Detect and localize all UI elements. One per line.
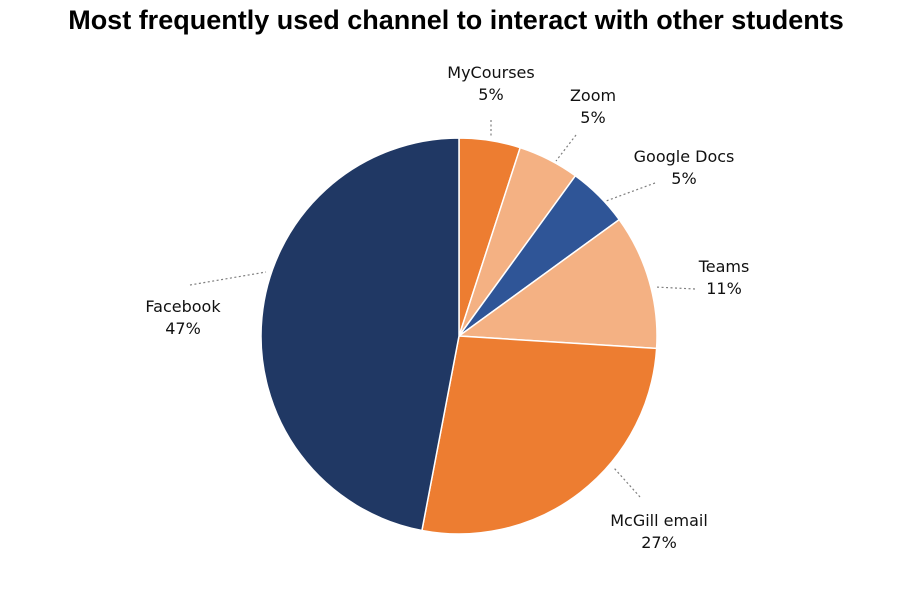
pie-slices xyxy=(260,137,658,535)
leader-lines xyxy=(189,120,696,498)
slice-value-google-docs: 5% xyxy=(671,169,696,188)
pie-slice-teams xyxy=(456,218,658,350)
leader-line-facebook xyxy=(189,271,267,286)
slice-label-mcgill-email: McGill email xyxy=(610,511,708,530)
slice-label-google-docs: Google Docs xyxy=(634,147,735,166)
slice-value-mycourses: 5% xyxy=(478,85,503,104)
slice-value-teams: 11% xyxy=(706,279,742,298)
leader-line-teams xyxy=(654,286,696,290)
slice-value-mcgill-email: 27% xyxy=(641,533,677,552)
leader-line-mcgill-email xyxy=(613,467,641,498)
pie-slice-facebook xyxy=(260,137,460,532)
slice-label-zoom: Zoom xyxy=(570,86,616,105)
leader-line-zoom xyxy=(555,134,577,162)
slice-value-facebook: 47% xyxy=(165,319,201,338)
chart-title: Most frequently used channel to interact… xyxy=(68,5,844,35)
leader-line-google-docs xyxy=(605,182,656,202)
slice-label-facebook: Facebook xyxy=(145,297,221,316)
slice-label-teams: Teams xyxy=(698,257,750,276)
pie-slice-mcgill-email xyxy=(421,335,658,535)
slice-labels: MyCourses 5% Zoom 5% Google Docs 5% Teams 11% Mc… xyxy=(145,63,749,552)
slice-label-mycourses: MyCourses xyxy=(447,63,534,82)
slice-value-zoom: 5% xyxy=(580,108,605,127)
